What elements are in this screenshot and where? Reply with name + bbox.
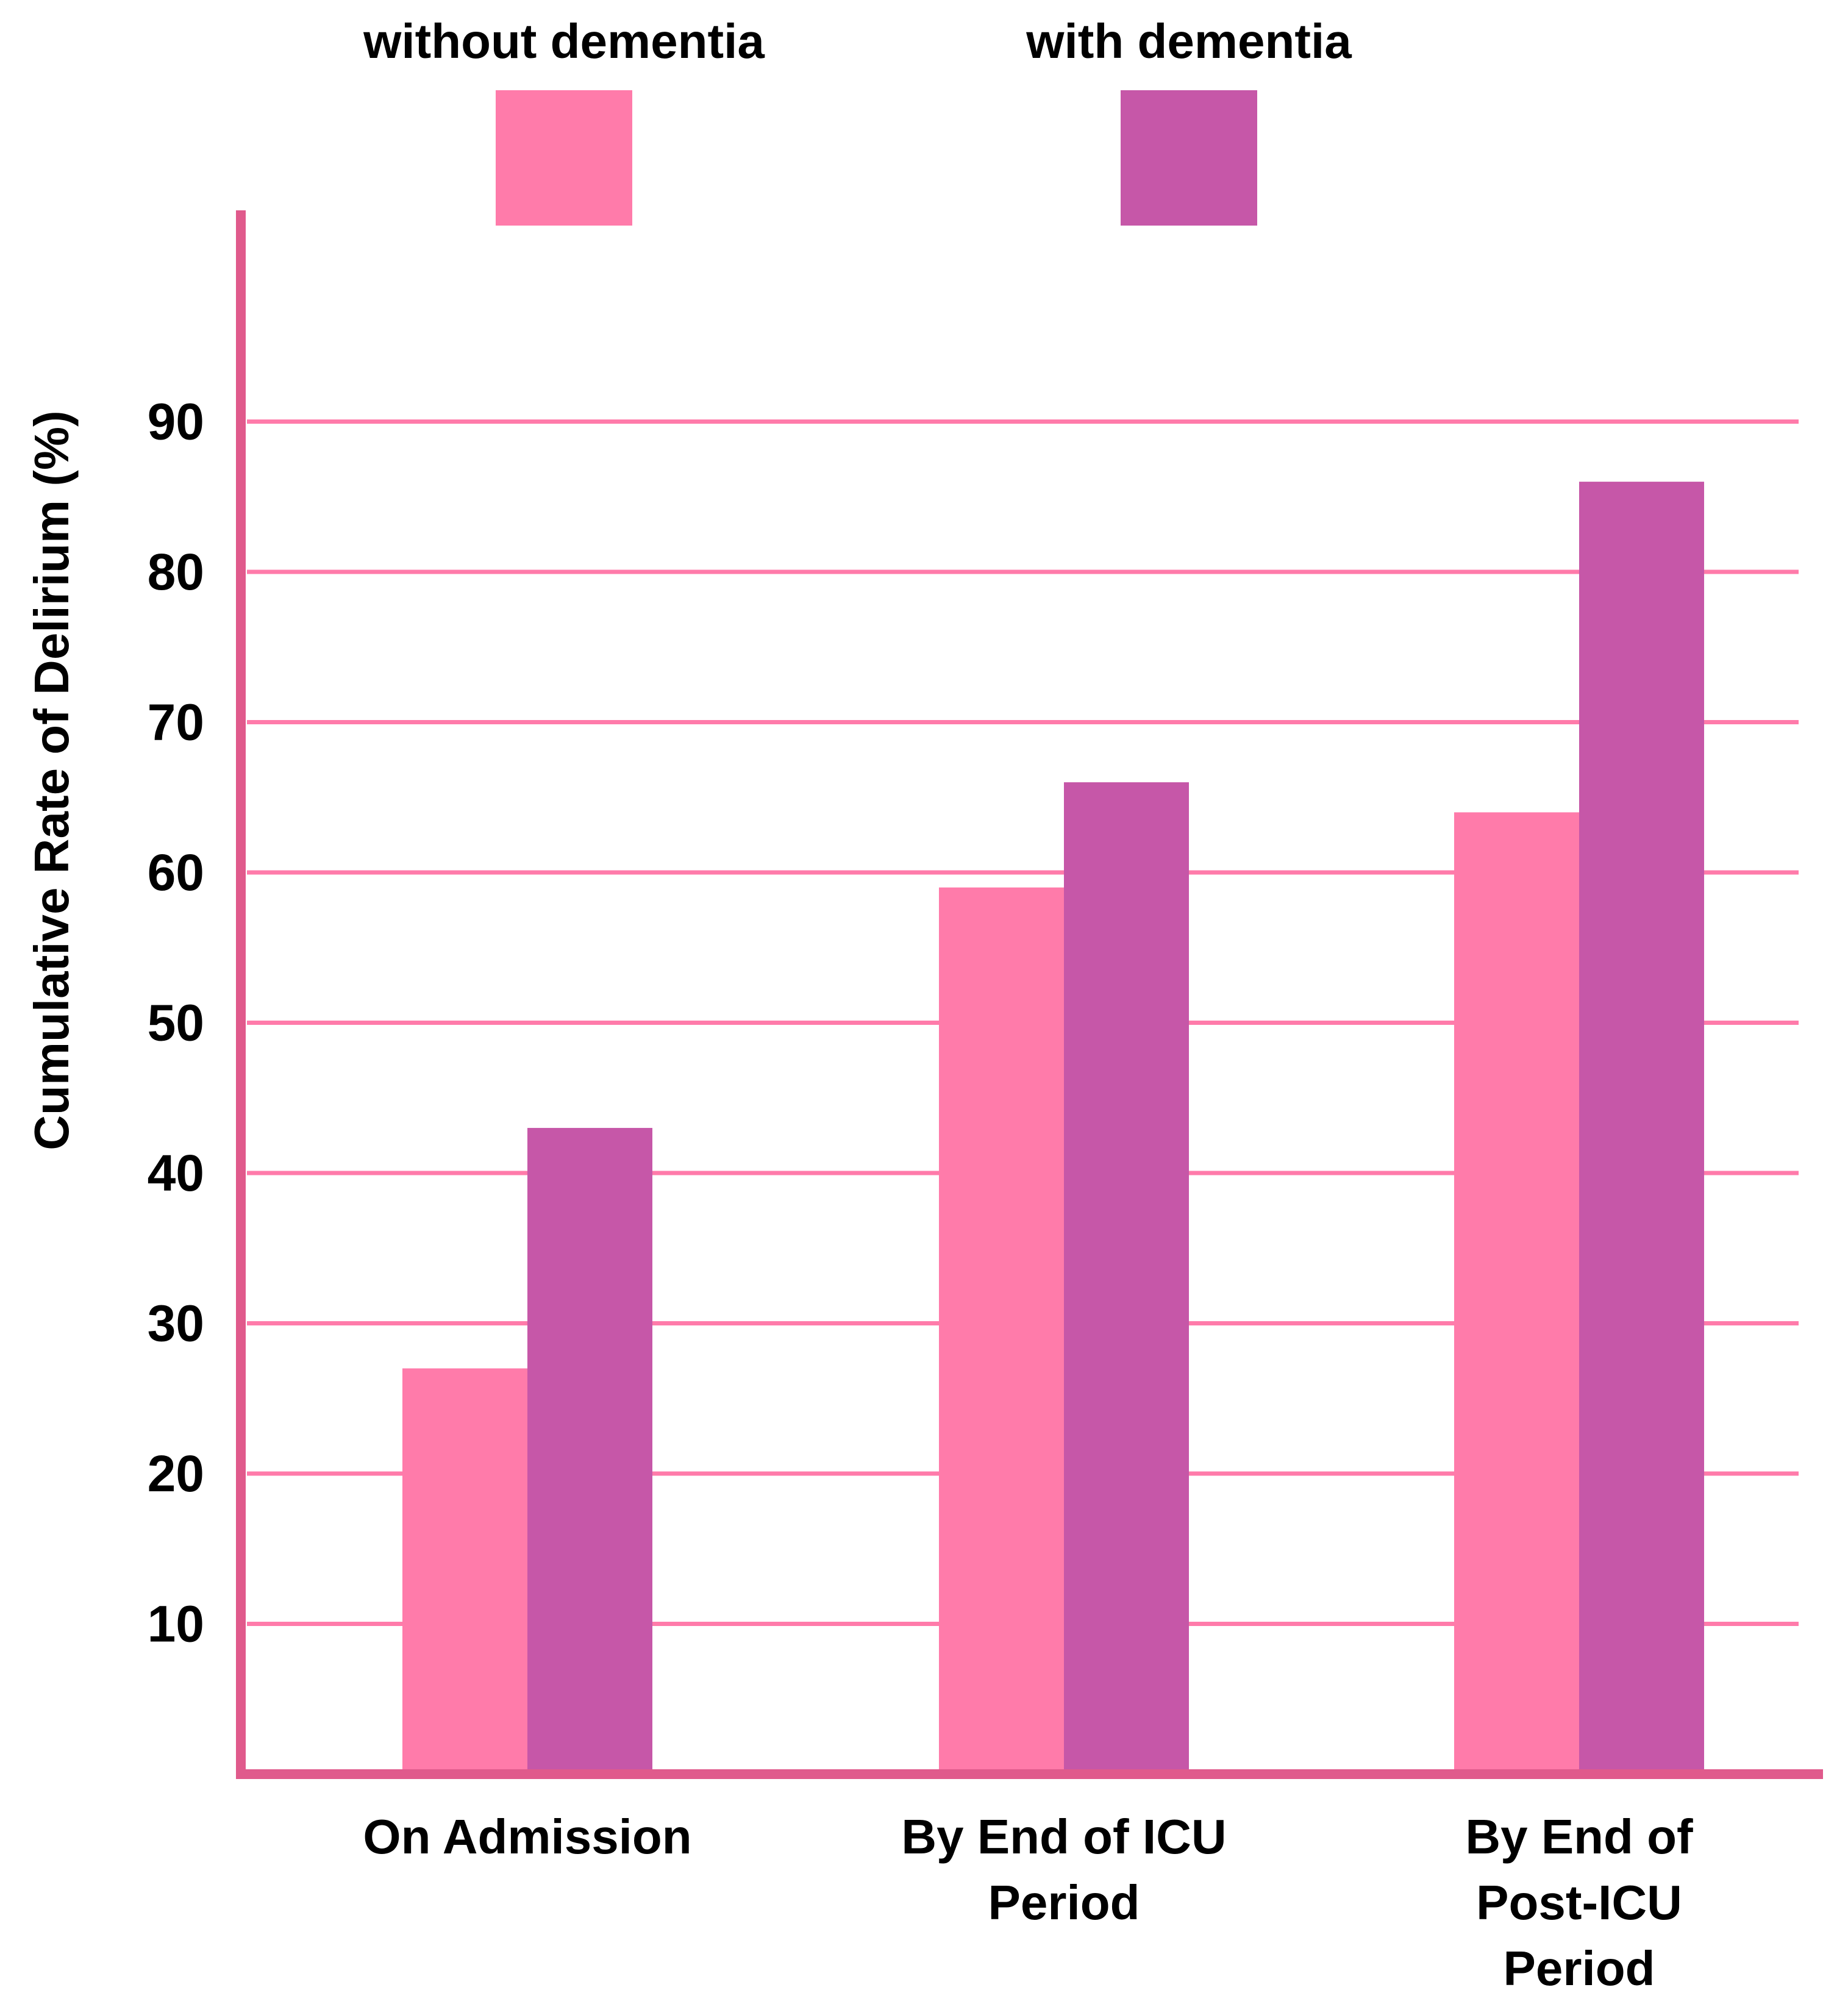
legend: without dementia with dementia [363, 14, 1352, 226]
x-tick-label-line: Post-ICU [1476, 1875, 1682, 1930]
y-tick-labels: 10 20 30 40 50 60 70 80 90 [148, 393, 204, 1653]
x-tick-label-line: Period [988, 1875, 1140, 1930]
legend-swatch-with-dementia [1121, 90, 1257, 226]
bar-without-dementia-1 [939, 887, 1064, 1774]
legend-label-with-dementia: with dementia [1026, 14, 1352, 68]
y-tick-label-80: 80 [148, 543, 204, 601]
bar-with-dementia-1 [1064, 782, 1189, 1774]
bar-with-dementia-2 [1579, 482, 1704, 1774]
x-tick-label-1: By End of ICU Period [901, 1810, 1226, 1930]
bar-with-dementia-0 [527, 1128, 652, 1774]
y-tick-label-20: 20 [148, 1445, 204, 1502]
x-tick-label-line: By End of ICU [901, 1810, 1226, 1864]
x-tick-label-line: Period [1504, 1941, 1655, 1995]
x-tick-label-2: By End of Post-ICU Period [1465, 1810, 1693, 1995]
y-tick-label-10: 10 [148, 1596, 204, 1653]
legend-swatch-without-dementia [496, 90, 632, 226]
legend-label-without-dementia: without dementia [363, 14, 765, 68]
y-tick-label-50: 50 [148, 994, 204, 1052]
bars [402, 482, 1704, 1774]
y-axis-label: Cumulative Rate of Delirium (%) [24, 410, 79, 1150]
y-tick-label-70: 70 [148, 694, 204, 751]
x-tick-label-0: On Admission [363, 1810, 691, 1864]
bar-without-dementia-0 [402, 1368, 527, 1774]
y-tick-label-30: 30 [148, 1295, 204, 1352]
y-tick-label-40: 40 [148, 1144, 204, 1202]
y-tick-label-60: 60 [148, 844, 204, 901]
x-tick-label-line: By End of [1465, 1810, 1693, 1864]
axes [236, 210, 1823, 1779]
bar-without-dementia-2 [1454, 812, 1579, 1774]
y-tick-label-90: 90 [148, 393, 204, 451]
x-tick-label-line: On Admission [363, 1810, 691, 1864]
